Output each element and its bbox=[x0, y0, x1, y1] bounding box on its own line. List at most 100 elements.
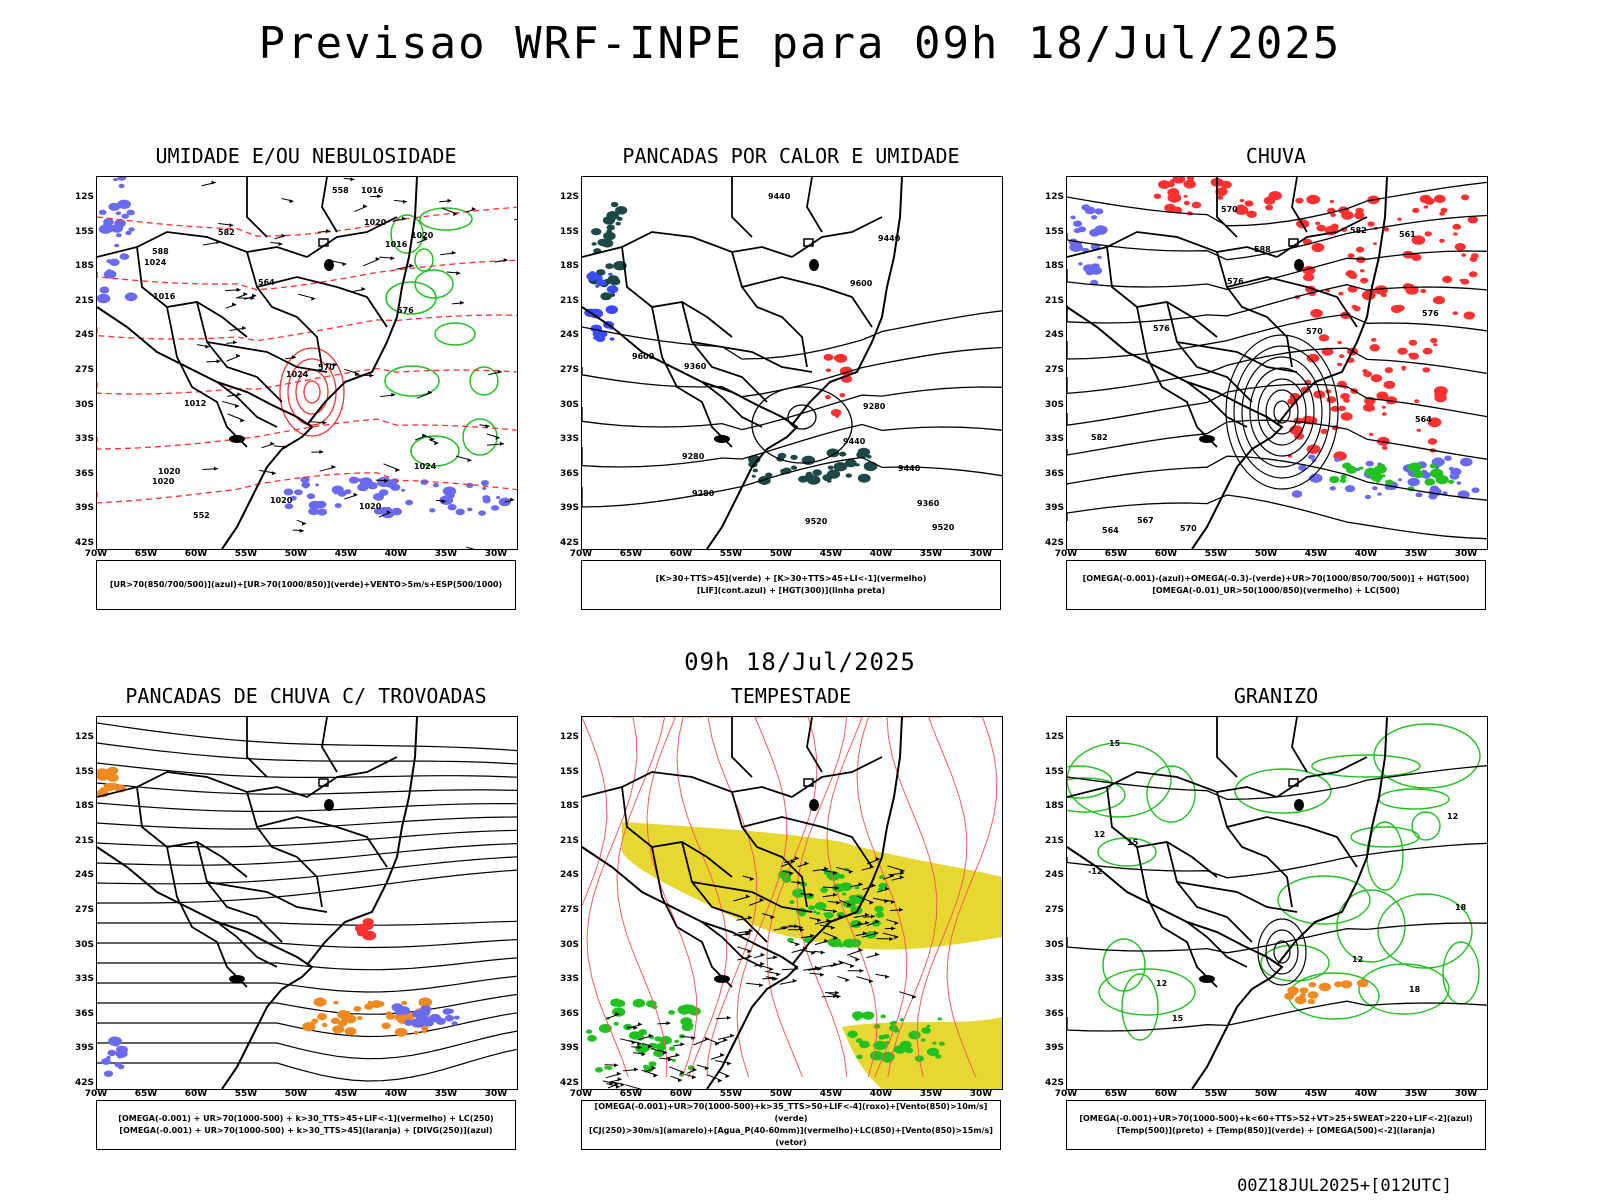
streamline-850 bbox=[676, 717, 728, 1078]
rain-red bbox=[1368, 406, 1375, 411]
wind850-green bbox=[816, 911, 821, 915]
k-index-teal bbox=[804, 456, 811, 461]
thunder-orange bbox=[418, 997, 433, 1007]
lon-tick-label: 45W bbox=[1304, 1089, 1328, 1099]
lat-tick-label: 39S bbox=[1044, 503, 1064, 513]
humidity-blue bbox=[108, 202, 121, 211]
rain-red bbox=[1427, 438, 1438, 445]
k-index-teal bbox=[751, 474, 756, 478]
cyclone-contour bbox=[1241, 356, 1323, 468]
rain-red bbox=[1183, 194, 1188, 198]
temp500-contour bbox=[1257, 918, 1307, 986]
rain-red bbox=[1467, 216, 1478, 224]
state-border bbox=[691, 341, 813, 373]
streamline-850 bbox=[706, 717, 758, 1078]
streamline-850 bbox=[766, 717, 818, 1078]
streamline-250 bbox=[97, 722, 517, 752]
rain-red bbox=[1369, 344, 1380, 352]
temp850-green bbox=[1067, 742, 1172, 818]
streamline-250 bbox=[97, 975, 517, 993]
lon-tick-label: 30W bbox=[969, 549, 993, 559]
wind-vector bbox=[196, 344, 210, 349]
lif-blue bbox=[595, 285, 600, 288]
rain-red bbox=[1374, 285, 1388, 295]
wind-vector bbox=[827, 900, 841, 905]
state-border bbox=[741, 276, 873, 328]
rain-red bbox=[1295, 197, 1304, 204]
thunder-orange bbox=[311, 1020, 317, 1025]
wind-vector bbox=[486, 441, 505, 446]
streamline-850 bbox=[646, 717, 698, 1078]
rain-red bbox=[1236, 204, 1246, 211]
wind-vector bbox=[633, 1052, 646, 1057]
low-red bbox=[279, 347, 345, 437]
rain-red bbox=[1442, 275, 1453, 283]
divergence-blue bbox=[101, 1058, 111, 1065]
contour-label: 9280 bbox=[692, 489, 715, 498]
contour-label: 561 bbox=[1399, 230, 1416, 239]
wind-vector bbox=[363, 256, 380, 267]
streamline-250 bbox=[97, 920, 517, 926]
thunder-orange bbox=[344, 1027, 357, 1036]
state-border bbox=[246, 717, 268, 778]
lat-tick-label: 18S bbox=[74, 801, 94, 811]
state-border bbox=[1166, 301, 1253, 403]
wind-vector bbox=[243, 293, 257, 300]
legend-line: [OMEGA(-0.01)_UR>50(1000/850)(vermelho) … bbox=[1152, 586, 1400, 595]
thunder-orange bbox=[386, 1013, 396, 1020]
rain-red bbox=[1172, 177, 1186, 184]
divergence-blue bbox=[418, 1023, 425, 1028]
state-border bbox=[246, 791, 323, 908]
contour-label: -12 bbox=[1088, 867, 1102, 876]
humidity-blue bbox=[432, 483, 439, 488]
coastline bbox=[1067, 306, 1284, 549]
state-border bbox=[1226, 276, 1358, 328]
lat-tick-label: 12S bbox=[1044, 192, 1064, 202]
thickness-red bbox=[97, 418, 517, 450]
humidity-green-contour bbox=[385, 281, 437, 315]
state-border bbox=[1216, 251, 1293, 368]
streamline-850 bbox=[886, 717, 938, 1078]
lif-blue bbox=[596, 279, 607, 287]
rain-green bbox=[1413, 467, 1418, 471]
wind-vector bbox=[344, 492, 358, 500]
rain-red bbox=[1371, 338, 1377, 342]
rain-green bbox=[1374, 465, 1387, 474]
contour-label: 9440 bbox=[768, 192, 791, 201]
contour-label: 1024 bbox=[286, 370, 309, 379]
lake bbox=[1294, 259, 1304, 271]
state-border bbox=[1176, 881, 1298, 913]
wind-vector bbox=[839, 899, 852, 907]
humidity-blue bbox=[482, 487, 487, 490]
wind850-green bbox=[851, 1011, 864, 1020]
humidity-blue bbox=[308, 507, 319, 516]
wind850-green bbox=[636, 1034, 645, 1041]
contour-label: 9600 bbox=[850, 279, 873, 288]
lat-tick-label: 30S bbox=[74, 400, 94, 410]
state-border bbox=[582, 771, 793, 798]
rain-red bbox=[1461, 253, 1467, 257]
hgt300-contour bbox=[787, 404, 817, 430]
divergence-blue bbox=[451, 1021, 458, 1026]
wind850-green bbox=[659, 1035, 672, 1045]
wind-vector bbox=[822, 869, 838, 875]
lon-tick-label: 60W bbox=[184, 549, 208, 559]
lat-tick-label: 27S bbox=[74, 365, 94, 375]
thunder-orange bbox=[316, 1013, 328, 1021]
wind850-green bbox=[879, 875, 885, 879]
rain-blue bbox=[1450, 467, 1462, 476]
divergence-blue bbox=[117, 1064, 125, 1070]
rain-red bbox=[1380, 292, 1387, 298]
humidity-blue bbox=[126, 209, 135, 216]
wind850-green bbox=[814, 902, 827, 911]
streamline-850 bbox=[586, 717, 638, 1078]
city-box bbox=[318, 778, 329, 787]
thunder-orange bbox=[313, 997, 327, 1007]
contour-label: 12 bbox=[1094, 830, 1105, 839]
state-border bbox=[1216, 791, 1293, 908]
lon-tick-label: 70W bbox=[569, 1089, 593, 1099]
contour-label: 9520 bbox=[805, 517, 828, 526]
rain-blue bbox=[1407, 477, 1420, 487]
map-frame: 12 15 18 12 12 15 18 15 12 -12 bbox=[1066, 716, 1488, 1090]
wind-vector bbox=[749, 898, 764, 906]
